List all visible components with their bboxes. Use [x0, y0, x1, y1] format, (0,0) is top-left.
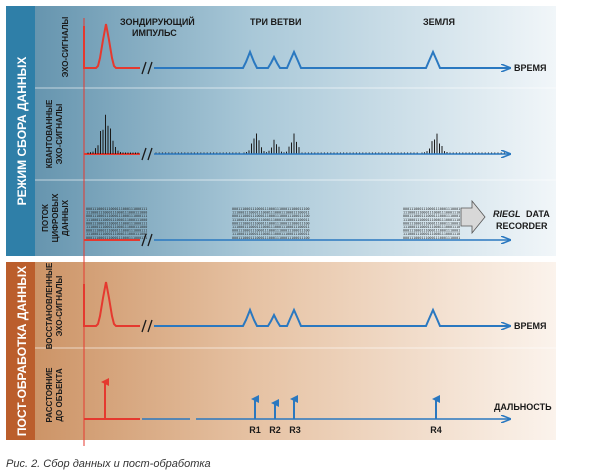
row-stream-label-3: ДАННЫХ	[61, 199, 70, 236]
quantized-signal-row	[84, 114, 510, 161]
axis-break-icon	[141, 233, 153, 247]
binary-row: 00011100011100011100011100011100011100	[232, 236, 310, 240]
binary-row: 111000111000111000111000111000	[86, 218, 147, 222]
binary-row: 11100011100011100011100011100011100011	[232, 225, 310, 229]
row-distance-label-2: ДО ОБЪЕКТА	[55, 368, 64, 422]
binary-row: 11100011100011100011100011100011100011	[232, 218, 310, 222]
restored-blue-trace	[154, 307, 510, 326]
binary-row: 0001110001110001110001110001	[403, 221, 460, 225]
range-label-r1: R1	[249, 425, 261, 435]
echo-blue-trace	[154, 49, 510, 68]
row-quant-label-1: КВАНТОВАННЫЕ	[45, 99, 54, 168]
binary-row: 0001110001110001110001110001	[403, 229, 460, 233]
range-label-r4: R4	[430, 425, 442, 435]
range-label-r3: R3	[289, 425, 301, 435]
row-stream-label-2: ЦИФРОВЫХ	[51, 193, 60, 242]
binary-row: 00011100011100011100011100011100011100	[232, 214, 310, 218]
row-distance-label-1: РАССТОЯНИЕ	[45, 367, 54, 423]
probe-pulse-red-trace	[83, 23, 140, 69]
probe-pulse-label-1: ЗОНДИРУЮЩИЙ	[120, 16, 195, 27]
post-processing-panel	[6, 262, 556, 440]
restored-probe-red-trace	[83, 281, 140, 327]
binary-row: 0001110001110001110001110001	[403, 207, 460, 211]
distance-axis-label: ДАЛЬНОСТЬ	[494, 402, 552, 412]
binary-row: 111000111000111000111000111000	[86, 211, 147, 215]
restored-signal-row	[83, 281, 510, 333]
binary-row: 1110001110001110001110001110	[403, 225, 460, 229]
recorder-arrow-icon	[460, 199, 486, 235]
binary-row: 0001110001110001110001110001	[403, 214, 460, 218]
binary-data-blocks: 0001110001110001110001110001111110001110…	[86, 207, 460, 240]
figure-caption: Рис. 2. Сбор данных и пост-обработка	[6, 458, 211, 470]
row-restored-label-2: ЭХО-СИГНАЛЫ	[55, 276, 64, 337]
probe-pulse-label-2: ИМПУЛЬС	[132, 28, 177, 38]
distance-row: R1 R2 R3 R4	[84, 378, 510, 435]
recorder-label-line1: RIEGL DATA	[493, 209, 550, 219]
section-post-label: ПОСТ-ОБРАБОТКА ДАННЫХ	[15, 266, 29, 436]
binary-row: 111000111000111000111000111000	[86, 232, 147, 236]
binary-row: 1110001110001110001110001110	[403, 218, 460, 222]
post-processing-side-bar	[6, 262, 35, 440]
binary-row: 11100011100011100011100011100011100011	[232, 211, 310, 215]
three-branches-label: ТРИ ВЕТВИ	[250, 17, 301, 27]
section-acquisition-label: РЕЖИМ СБОРА ДАННЫХ	[15, 57, 29, 206]
echo-signal-row	[83, 23, 510, 75]
binary-row: 00011100011100011100011100011100011100	[232, 229, 310, 233]
recorder-data-word: DATA	[526, 209, 550, 219]
time-label-restored: ВРЕМЯ	[514, 321, 546, 331]
binary-row: 1110001110001110001110001110	[403, 232, 460, 236]
axis-break-icon	[141, 147, 153, 161]
axis-break-icon	[141, 61, 153, 75]
binary-row: 000111000111000111000111000111	[86, 236, 147, 240]
range-label-r2: R2	[269, 425, 281, 435]
binary-row: 000111000111000111000111000111	[86, 214, 147, 218]
binary-row: 00011100011100011100011100011100011100	[232, 207, 310, 211]
binary-row: 000111000111000111000111000111	[86, 229, 147, 233]
binary-row: 11100011100011100011100011100011100011	[232, 232, 310, 236]
axis-break-icon	[141, 319, 153, 333]
binary-row: 00011100011100011100011100011100011100	[232, 221, 310, 225]
digital-stream-row: 0001110001110001110001110001111110001110…	[84, 199, 550, 247]
recorder-label-line2: RECORDER	[496, 221, 548, 231]
time-label-top: ВРЕМЯ	[514, 63, 546, 73]
ground-label: ЗЕМЛЯ	[423, 17, 455, 27]
row-quant-label-2: ЭХО-СИГНАЛЫ	[55, 104, 64, 165]
binary-row: 1110001110001110001110001110	[403, 211, 460, 215]
acquisition-side-bar	[6, 6, 35, 256]
binary-row: 000111000111000111000111000111	[86, 221, 147, 225]
row-echo-label: ЭХО-СИГНАЛЫ	[61, 17, 70, 78]
row-stream-label-1: ПОТОК	[41, 204, 50, 232]
binary-row: 111000111000111000111000111000	[86, 225, 147, 229]
recorder-brand: RIEGL	[493, 209, 521, 219]
binary-row: 0001110001110001110001110001	[403, 236, 460, 240]
row-restored-label-1: ВОССТАНОВЛЕННЫЕ	[45, 262, 54, 349]
binary-row: 000111000111000111000111000111	[86, 207, 147, 211]
